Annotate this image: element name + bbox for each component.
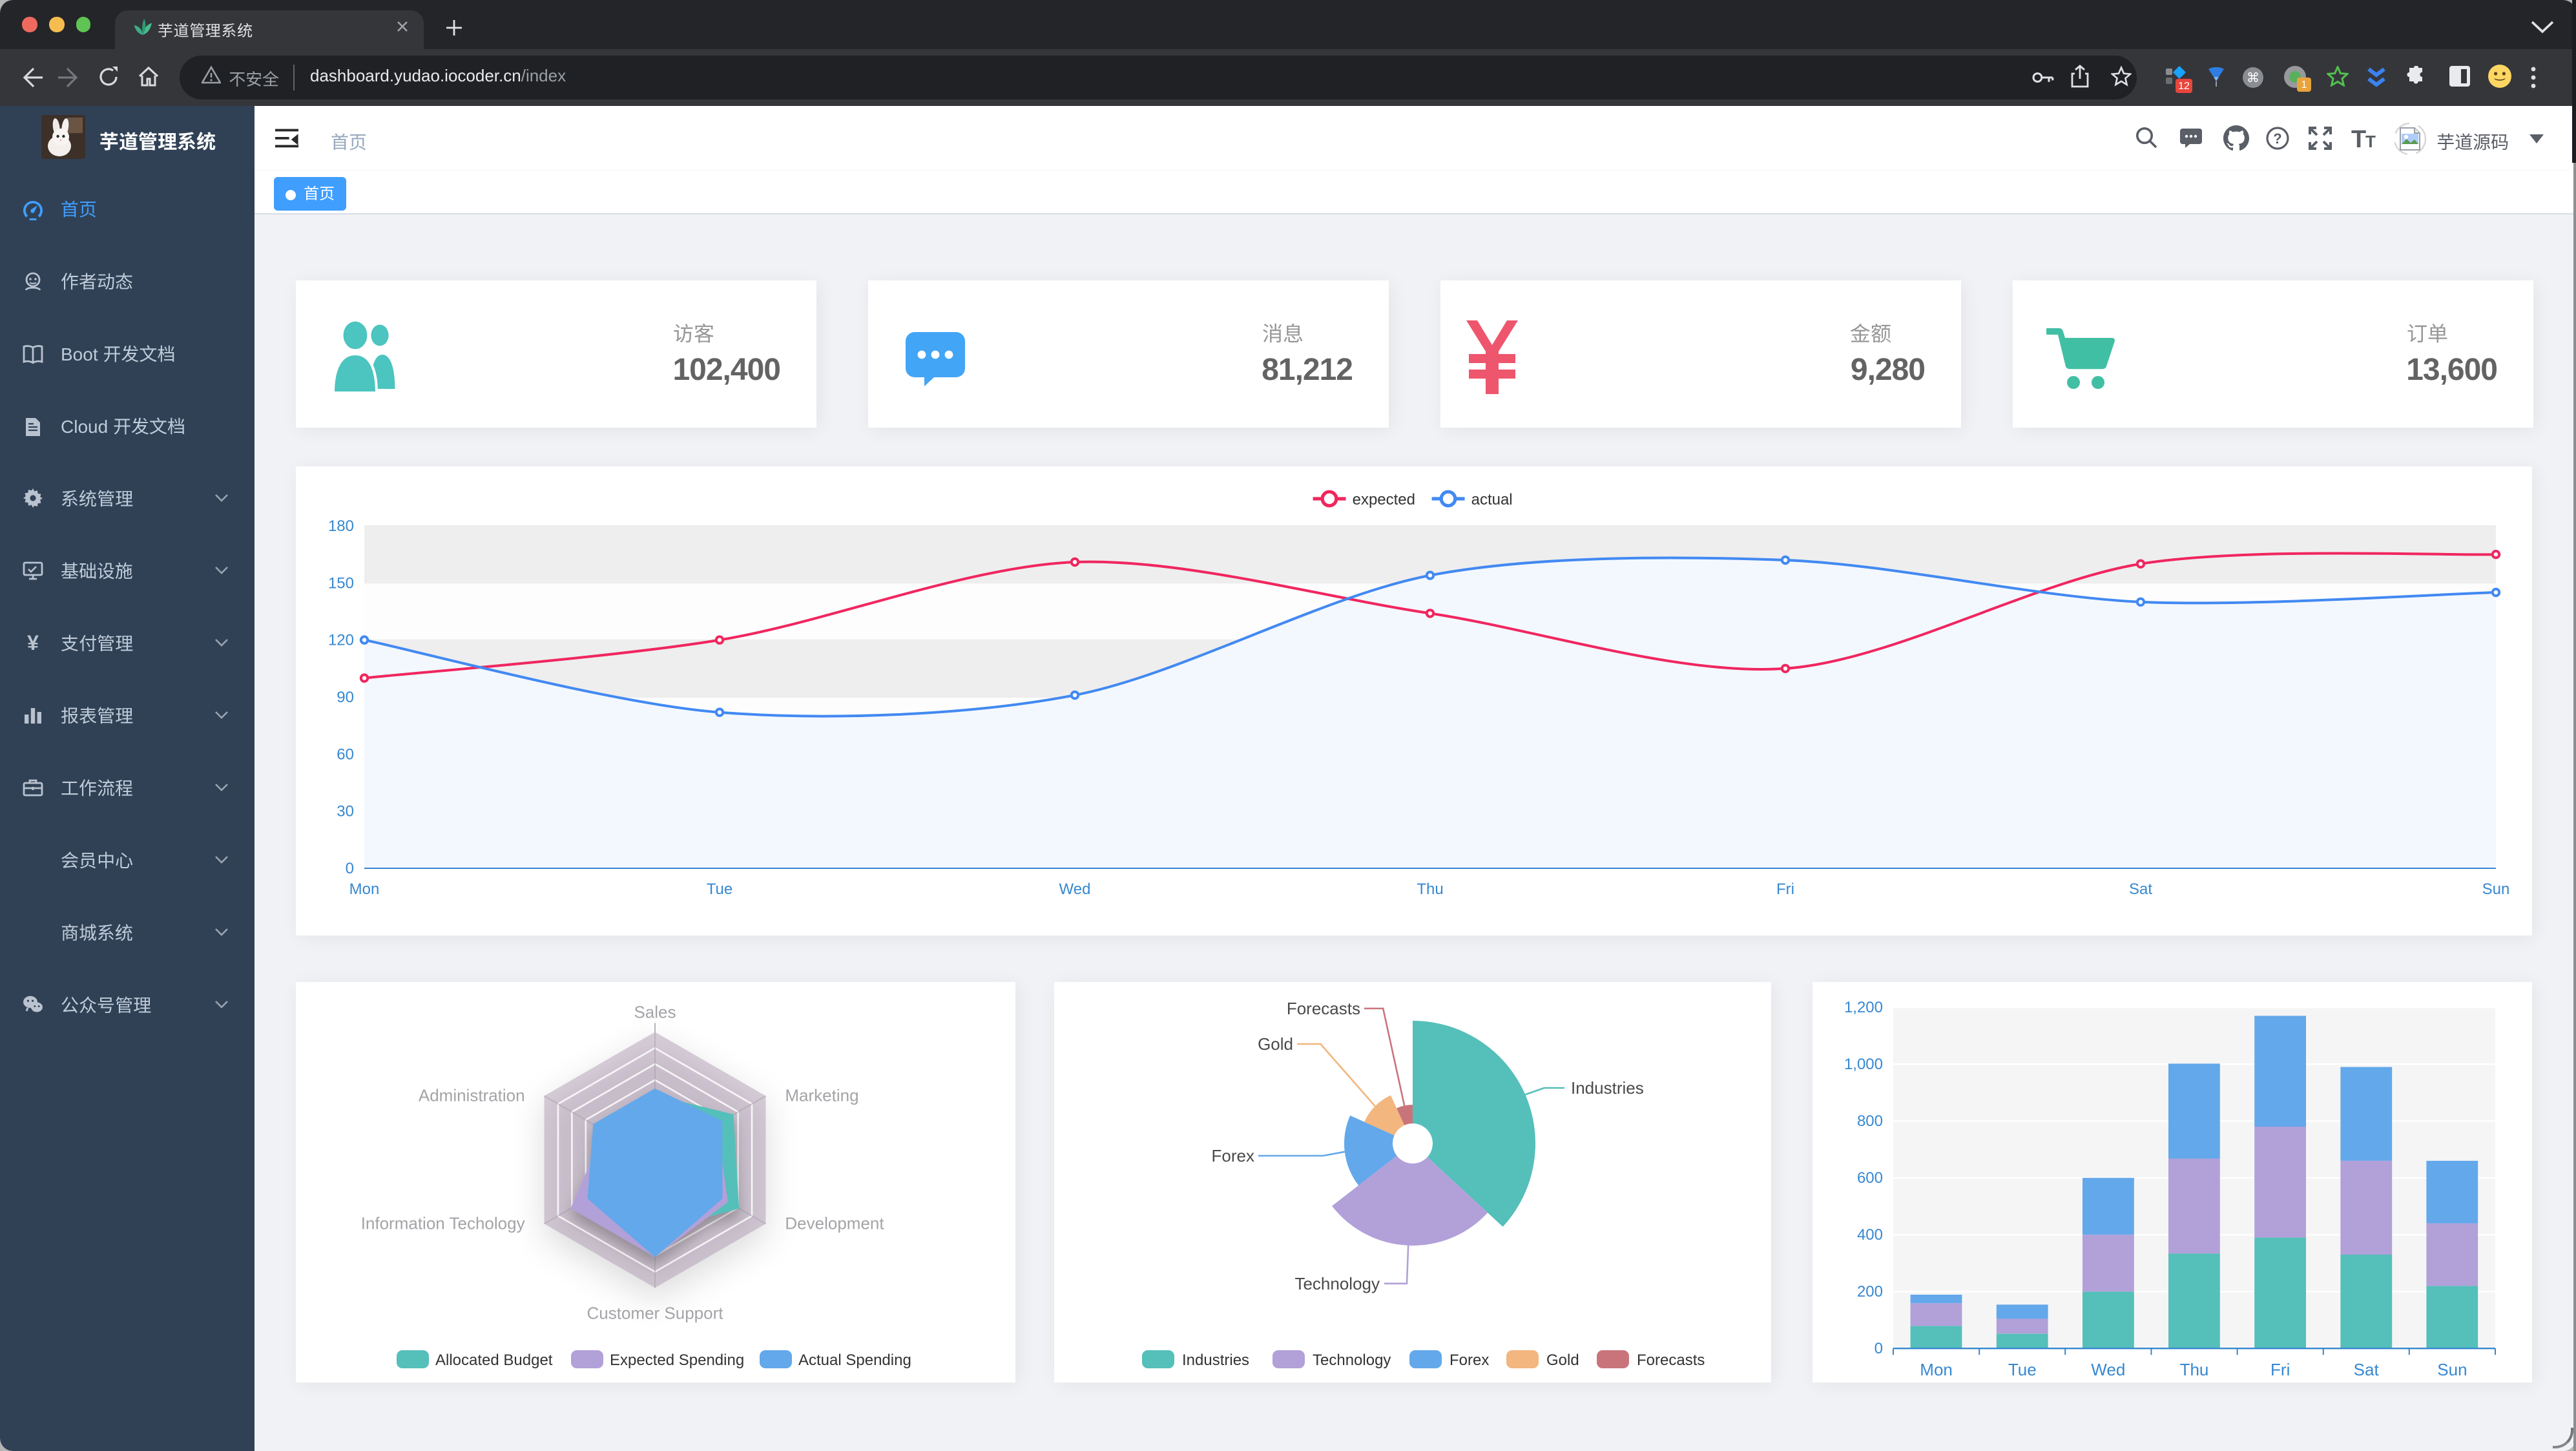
svg-text:Industries: Industries [1571,1078,1644,1098]
svg-text:Allocated Budget: Allocated Budget [435,1352,553,1369]
svg-text:Sun: Sun [2436,1360,2466,1379]
svg-text:?: ? [2273,130,2281,147]
svg-text:Tue: Tue [2008,1360,2036,1379]
svg-text:Technology: Technology [1294,1274,1380,1293]
svg-text:60: 60 [337,746,354,763]
svg-text:150: 150 [328,574,354,592]
svg-text:expected: expected [1353,491,1415,508]
svg-text:Tue: Tue [707,881,732,898]
svg-text:Development: Development [785,1213,884,1233]
svg-text:Forecasts: Forecasts [1287,999,1360,1018]
svg-text:Forex: Forex [1212,1146,1254,1165]
svg-text:Administration: Administration [419,1085,525,1105]
svg-text:180: 180 [328,517,354,535]
svg-text:Technology: Technology [1313,1352,1391,1369]
svg-text:Actual Spending: Actual Spending [798,1352,911,1369]
svg-text:Fri: Fri [1776,881,1794,898]
svg-text:Customer Support: Customer Support [587,1303,724,1322]
svg-text:Thu: Thu [1417,881,1443,898]
svg-text:Wed: Wed [2090,1360,2124,1379]
svg-text:Thu: Thu [2179,1360,2208,1379]
svg-text:0: 0 [1874,1340,1882,1357]
svg-text:Sat: Sat [2353,1360,2379,1379]
svg-text:Mon: Mon [349,881,380,898]
svg-text:Gold: Gold [1258,1034,1293,1054]
svg-text:Forecasts: Forecasts [1637,1352,1705,1369]
svg-text:⌘: ⌘ [2247,71,2259,85]
svg-text:Fri: Fri [2270,1360,2289,1379]
svg-text:Mon: Mon [1919,1360,1952,1379]
svg-text:Sales: Sales [634,1002,676,1021]
svg-text:Sat: Sat [2129,881,2152,898]
svg-text:120: 120 [328,632,354,649]
svg-text:800: 800 [1856,1112,1882,1130]
svg-text:Wed: Wed [1059,881,1091,898]
svg-text:T: T [2351,127,2366,150]
svg-text:400: 400 [1856,1226,1882,1244]
svg-text:T: T [2365,132,2376,150]
svg-text:actual: actual [1471,491,1513,508]
svg-text:Industries: Industries [1182,1352,1249,1369]
svg-text:Marketing: Marketing [785,1085,858,1105]
svg-text:1,000: 1,000 [1844,1056,1882,1073]
svg-text:0: 0 [346,860,354,877]
svg-text:Sun: Sun [2482,881,2510,898]
svg-text:Information Techology: Information Techology [361,1213,525,1233]
svg-text:¥: ¥ [27,632,39,654]
svg-text:200: 200 [1856,1283,1882,1300]
svg-text:600: 600 [1856,1169,1882,1187]
svg-text:30: 30 [337,803,354,820]
svg-text:Expected Spending: Expected Spending [610,1352,744,1369]
svg-text:Gold: Gold [1546,1352,1579,1369]
svg-text:Forex: Forex [1449,1352,1489,1369]
svg-text:90: 90 [337,689,354,706]
svg-text:1,200: 1,200 [1844,999,1882,1016]
